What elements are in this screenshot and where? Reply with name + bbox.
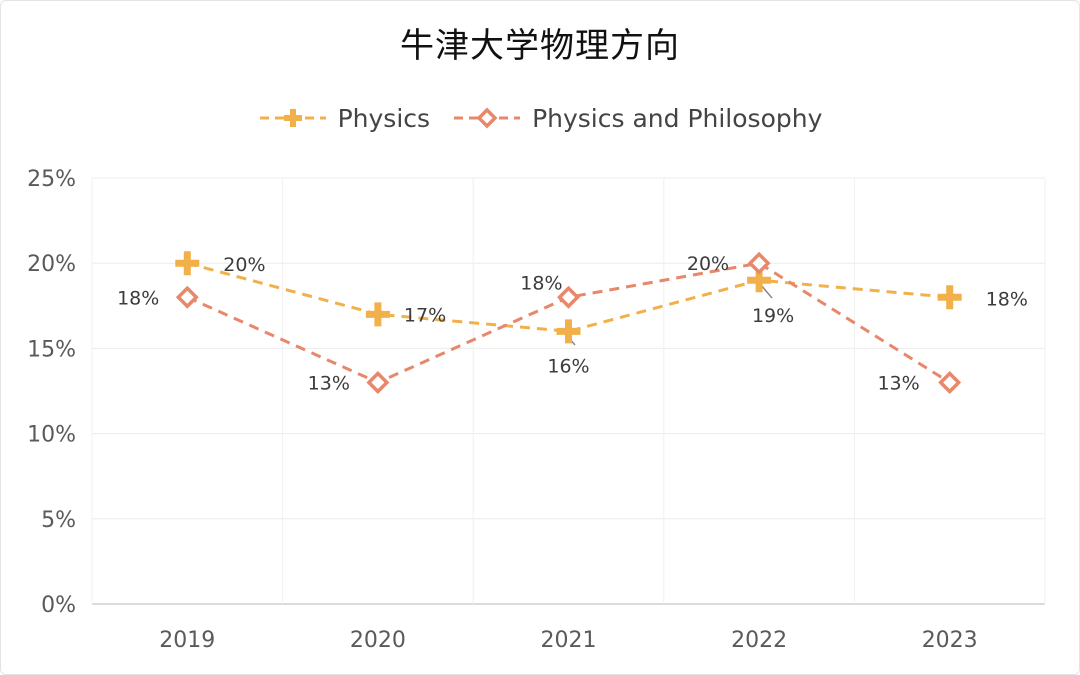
data-label: 20% [687,253,729,275]
y-tick-label: 5% [41,508,76,533]
data-label: 18% [117,287,159,309]
data-label: 19% [752,305,794,327]
physics-and-philosophy-marker [747,251,771,275]
x-tick-label: 2022 [731,628,787,653]
x-tick-label: 2023 [922,628,978,653]
data-label: 16% [547,355,589,377]
data-label: 13% [308,372,350,394]
data-label: 18% [520,272,562,294]
y-tick-label: 20% [27,252,76,277]
legend-item-physics: Physics [258,104,430,133]
data-label: 20% [223,254,265,276]
leader-line [760,284,773,299]
legend-marker-physics-and-philosophy [454,107,521,129]
x-tick-label: 2021 [541,628,597,653]
series-line-physics [186,261,950,333]
data-label: 17% [404,304,446,326]
y-tick-label: 0% [41,593,76,618]
physics-and-philosophy-marker [175,285,199,309]
physics-and-philosophy-marker [938,371,962,394]
legend-label-physics-and-philosophy: Physics and Philosophy [532,103,823,133]
legend-item-physics-and-philosophy: Physics and Philosophy [452,104,822,133]
y-tick-label: 25% [27,167,76,192]
x-tick-label: 2019 [159,628,215,653]
data-label: 13% [877,372,919,394]
y-tick-label: 15% [27,337,76,362]
y-tick-label: 10% [27,423,76,448]
data-label: 18% [986,288,1028,310]
physics-marker [937,285,962,310]
physics-marker [175,251,200,276]
physics-marker [556,319,581,344]
physics-marker [365,302,390,327]
physics-and-philosophy-marker [557,285,580,309]
chart-legend: Physics Physics and Philosophy [0,98,1080,138]
x-tick-label: 2020 [350,628,406,653]
legend-marker-physics [259,109,326,127]
legend-label-physics: Physics [337,103,431,133]
physics-and-philosophy-marker [366,371,390,394]
chart-title: 牛津大学物理方向 [400,26,680,66]
